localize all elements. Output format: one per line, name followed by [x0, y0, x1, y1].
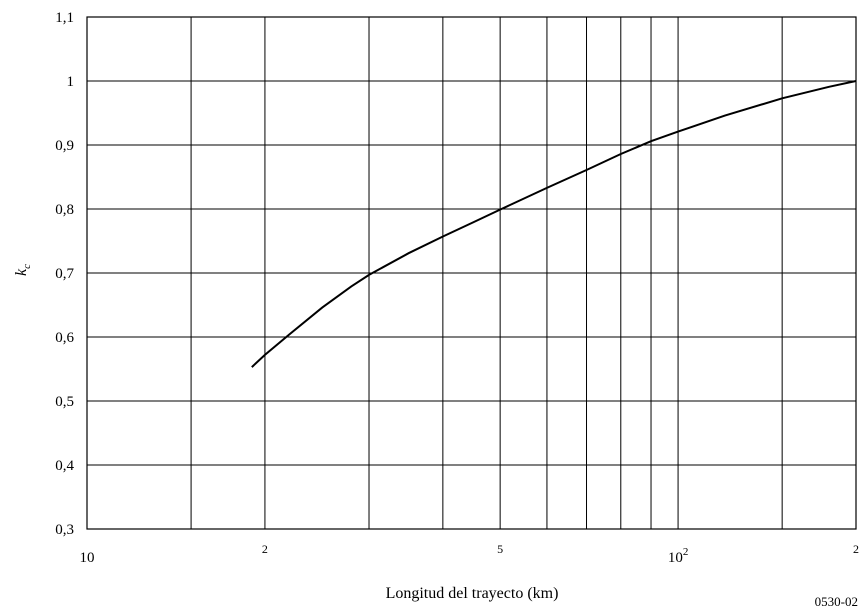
y-tick-label: 0,3: [55, 522, 74, 538]
grid: [87, 16, 857, 530]
series-line: [251, 80, 857, 368]
y-tick-label: 0,4: [55, 458, 74, 474]
x-tick-label: 2: [262, 542, 268, 556]
x-tick-label: 102: [668, 546, 689, 566]
y-tick-label: 1,1: [55, 10, 74, 26]
y-tick-label: 1: [67, 74, 75, 90]
figure-code: 0530-02: [815, 594, 858, 609]
x-tick-label: 5: [497, 542, 503, 556]
x-tick-label-superscript: 2: [683, 546, 689, 558]
y-tick-label: 0,5: [55, 394, 74, 410]
y-axis-label-main: k: [13, 268, 30, 276]
y-axis-label: kc: [13, 264, 33, 276]
y-tick-label: 0,8: [55, 202, 74, 218]
y-tick-labels: 0,3 0,4 0,5 0,6 0,7 0,8 0,9 1 1,1: [55, 10, 74, 538]
x-axis-label: Longitud del trayecto (km): [386, 585, 559, 602]
x-tick-label: 2: [853, 542, 859, 556]
y-tick-label: 0,6: [55, 330, 74, 346]
plot-frame: [86, 16, 857, 530]
x-tick-label: 10: [80, 550, 95, 566]
y-axis-label-sub: c: [21, 264, 33, 269]
y-tick-label: 0,7: [55, 266, 74, 282]
y-tick-label: 0,9: [55, 138, 74, 154]
